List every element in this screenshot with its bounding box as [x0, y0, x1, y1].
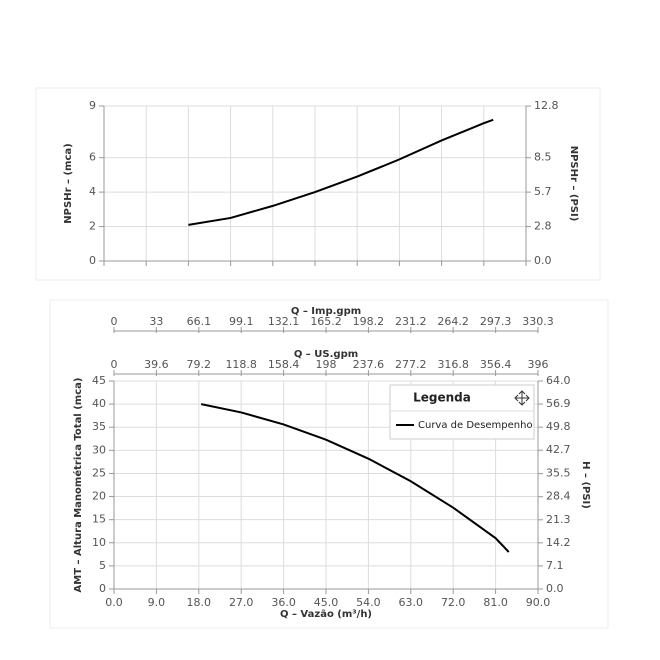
panel	[35, 87, 601, 281]
y2-tick-label: 12.8	[534, 99, 559, 112]
y2-tick-label: 56.9	[546, 397, 571, 410]
x-axis-title: Q – Vazão (m³/h)	[280, 609, 372, 620]
top-tick-label: 33	[149, 315, 163, 328]
legend-box	[389, 384, 535, 440]
x-tick-label: 63.0	[399, 596, 424, 609]
top-tick-label: 277.2	[395, 358, 427, 371]
x-tick-label: 9.0	[148, 596, 166, 609]
y2-tick-label: 0.0	[534, 254, 552, 267]
y2-tick-label: 64.0	[546, 374, 571, 387]
top-tick-label: 231.2	[395, 315, 427, 328]
y2-tick-label: 0.0	[546, 582, 564, 595]
y-tick-label: 9	[89, 99, 96, 112]
y2-tick-label: 7.1	[546, 559, 564, 572]
y-tick-label: 4	[89, 185, 96, 198]
panel	[49, 299, 609, 629]
move-icon[interactable]	[514, 390, 530, 406]
top-tick-label: 165.2	[310, 315, 342, 328]
x-tick-label: 18.0	[187, 596, 212, 609]
top-tick-label: 99.1	[229, 315, 254, 328]
top-tick-label: 237.6	[353, 358, 385, 371]
x-tick-label: 90.0	[526, 596, 551, 609]
y-tick-label: 25	[92, 466, 106, 479]
y-axis-title: AMT – Altura Manométrica Total (mca)	[72, 378, 84, 593]
y2-tick-label: 2.8	[534, 220, 552, 233]
y-tick-label: 30	[92, 443, 106, 456]
y-tick-label: 2	[89, 220, 96, 233]
top-tick-label: 198.2	[353, 315, 385, 328]
y2-tick-label: 21.3	[546, 513, 571, 526]
top-axis-title: Q – US.gpm	[294, 349, 358, 360]
y-tick-label: 6	[89, 151, 96, 164]
top-tick-label: 264.2	[437, 315, 469, 328]
top-tick-label: 330.3	[522, 315, 554, 328]
y2-tick-label: 49.8	[546, 420, 571, 433]
top-tick-label: 132.1	[268, 315, 300, 328]
legend-title: Legenda	[413, 391, 471, 405]
y-tick-label: 0	[89, 254, 96, 267]
top-tick-label: 297.3	[480, 315, 512, 328]
y2-tick-label: 28.4	[546, 490, 571, 503]
x-tick-label: 54.0	[356, 596, 381, 609]
top-tick-label: 396	[528, 358, 549, 371]
x-tick-label: 45.0	[314, 596, 339, 609]
x-tick-label: 72.0	[441, 596, 466, 609]
top-axis-title: Q – Imp.gpm	[291, 306, 361, 317]
y2-tick-label: 14.2	[546, 536, 571, 549]
top-tick-label: 0	[111, 315, 118, 328]
y-tick-label: 40	[92, 397, 106, 410]
top-tick-label: 198	[316, 358, 337, 371]
top-tick-label: 0	[111, 358, 118, 371]
y-tick-label: 15	[92, 513, 106, 526]
series-line	[200, 403, 510, 553]
top-tick-label: 118.8	[225, 358, 257, 371]
top-tick-label: 66.1	[187, 315, 212, 328]
y2-tick-label: 35.5	[546, 467, 571, 480]
top-tick-label: 39.6	[144, 358, 169, 371]
x-tick-label: 0.0	[105, 596, 123, 609]
y-tick-label: 10	[92, 536, 106, 549]
top-tick-label: 79.2	[187, 358, 212, 371]
y2-axis-title: NPSHr – (PSI)	[568, 146, 579, 222]
x-tick-label: 27.0	[229, 596, 254, 609]
y-tick-label: 45	[92, 374, 106, 387]
y2-tick-label: 5.7	[534, 185, 552, 198]
top-tick-label: 158.4	[268, 358, 300, 371]
y-tick-label: 5	[99, 559, 106, 572]
y-tick-label: 20	[92, 490, 106, 503]
y2-tick-label: 42.7	[546, 443, 571, 456]
y-tick-label: 0	[99, 582, 106, 595]
series-line	[188, 118, 494, 226]
y2-tick-label: 8.5	[534, 151, 552, 164]
top-tick-label: 316.8	[437, 358, 469, 371]
x-tick-label: 81.0	[483, 596, 508, 609]
x-tick-label: 36.0	[271, 596, 296, 609]
y-axis-title: NPSHr – (mca)	[63, 143, 74, 223]
y2-axis-title: H – (PSI)	[580, 461, 591, 509]
y-tick-label: 35	[92, 420, 106, 433]
legend-label: Curva de Desempenho	[418, 420, 533, 431]
top-tick-label: 356.4	[480, 358, 512, 371]
